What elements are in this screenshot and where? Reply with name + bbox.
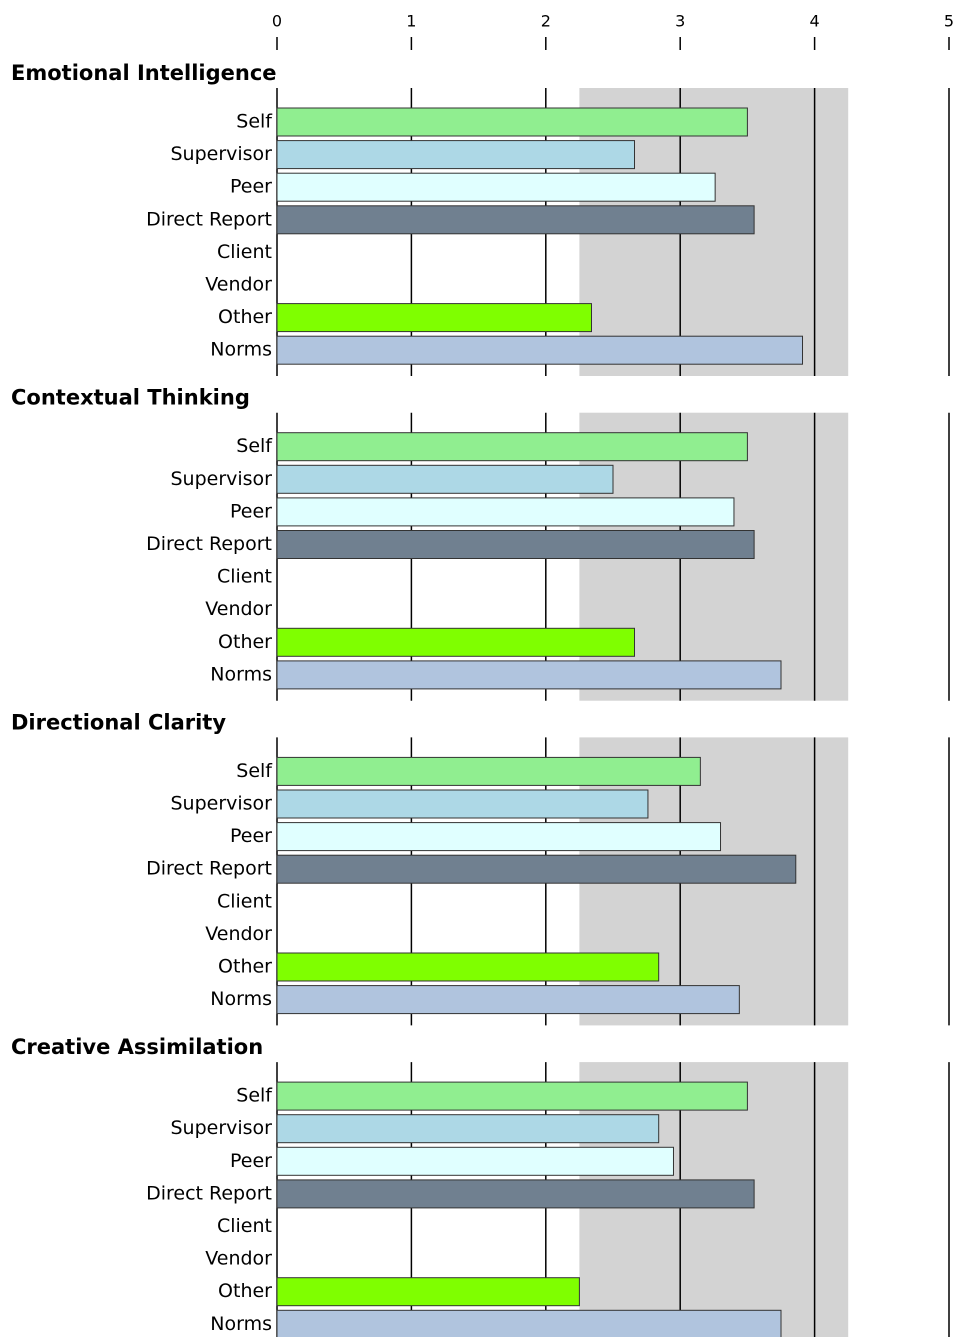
category-label: Supervisor (170, 468, 272, 490)
category-label: Vendor (205, 274, 272, 296)
bar (276, 789, 649, 819)
bar (276, 140, 636, 170)
bar (276, 660, 782, 690)
category-label: Other (218, 306, 272, 328)
category-label: Client (217, 1215, 272, 1237)
bar (276, 822, 722, 852)
category-label: Vendor (205, 1248, 272, 1270)
category-label: Client (217, 241, 272, 263)
bar (276, 756, 701, 786)
category-label: Peer (230, 500, 272, 522)
bar (276, 1277, 580, 1307)
bar (276, 205, 755, 235)
bar (276, 1146, 674, 1176)
bar (276, 627, 636, 657)
bar (276, 1179, 755, 1209)
category-label: Other (218, 1280, 272, 1302)
x-tick-label: 5 (944, 12, 954, 31)
bar (276, 1309, 782, 1337)
category-label: Direct Report (146, 1182, 272, 1204)
x-tick-label: 1 (406, 12, 416, 31)
category-label: Peer (230, 1150, 272, 1172)
category-label: Vendor (205, 923, 272, 945)
category-label: Norms (210, 663, 272, 685)
x-tick-label: 3 (675, 12, 685, 31)
category-label: Norms (210, 339, 272, 361)
bar (276, 432, 748, 462)
category-label: Supervisor (170, 793, 272, 815)
panel-title: Emotional Intelligence (11, 61, 277, 85)
category-label: Direct Report (146, 858, 272, 880)
category-label: Vendor (205, 598, 272, 620)
bar (276, 172, 716, 202)
category-label: Self (236, 1085, 273, 1107)
panel-title: Contextual Thinking (11, 386, 250, 410)
bar (276, 1081, 748, 1111)
category-label: Client (217, 890, 272, 912)
bar (276, 530, 755, 559)
x-tick-label: 4 (810, 12, 820, 31)
category-label: Peer (230, 176, 272, 198)
panel-title: Creative Assimilation (11, 1035, 263, 1059)
category-label: Norms (210, 988, 272, 1010)
category-label: Direct Report (146, 208, 272, 230)
bar (276, 464, 614, 494)
category-label: Peer (230, 825, 272, 847)
x-tick-label: 0 (272, 12, 282, 31)
bar (276, 107, 748, 137)
category-label: Other (218, 631, 272, 653)
bar (276, 1114, 660, 1144)
bar (276, 854, 797, 884)
category-label: Self (236, 435, 273, 457)
bar (276, 303, 592, 333)
bar (276, 497, 735, 527)
category-label: Other (218, 956, 272, 978)
bar (276, 985, 740, 1015)
category-label: Supervisor (170, 1117, 272, 1139)
bar (276, 952, 660, 982)
category-label: Supervisor (170, 143, 272, 165)
bar (276, 335, 804, 365)
x-tick-label: 2 (541, 12, 551, 31)
category-label: Self (236, 111, 273, 133)
category-label: Norms (210, 1313, 272, 1335)
category-label: Client (217, 566, 272, 588)
category-label: Self (236, 760, 273, 782)
panel-title: Directional Clarity (11, 710, 226, 734)
category-label: Direct Report (146, 533, 272, 555)
